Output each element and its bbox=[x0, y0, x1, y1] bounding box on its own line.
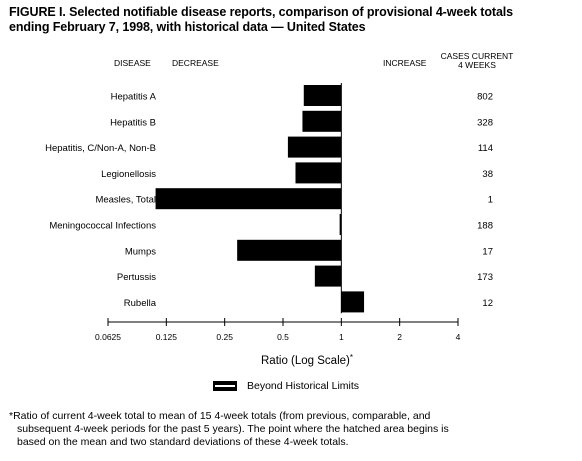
bar-0 bbox=[303, 85, 342, 106]
legend: Beyond Historical Limits bbox=[213, 379, 359, 393]
category-label-8: Rubella bbox=[124, 298, 157, 309]
x-tick-label-4: 1 bbox=[339, 332, 344, 342]
category-label-7: Pertussis bbox=[117, 272, 156, 283]
footnote-line1: *Ratio of current 4-week total to mean o… bbox=[9, 410, 431, 422]
bar-8 bbox=[341, 291, 365, 313]
x-axis-label-mark: * bbox=[350, 353, 353, 362]
footnote: *Ratio of current 4-week total to mean o… bbox=[9, 410, 579, 449]
chart-title: FIGURE I. Selected notifiable disease re… bbox=[9, 5, 577, 35]
cases-value-5: 188 bbox=[477, 221, 493, 232]
category-label-1: Hepatitis B bbox=[110, 117, 156, 128]
bar-2 bbox=[287, 136, 342, 158]
x-tick-label-5: 2 bbox=[397, 332, 402, 342]
x-tick-label-1: 0.125 bbox=[156, 332, 178, 342]
category-label-5: Meningococcal Infections bbox=[49, 221, 156, 232]
bar-1 bbox=[302, 110, 342, 132]
cases-value-4: 1 bbox=[488, 195, 493, 206]
x-tick-label-2: 0.25 bbox=[216, 332, 233, 342]
cases-value-6: 17 bbox=[482, 246, 493, 257]
legend-label: Beyond Historical Limits bbox=[247, 380, 360, 392]
bar-6 bbox=[237, 239, 342, 261]
cases-value-8: 12 bbox=[482, 298, 493, 309]
x-tick-label-3: 0.5 bbox=[277, 332, 289, 342]
bar-7 bbox=[314, 265, 342, 287]
header-cases-line1: CASES CURRENT bbox=[441, 51, 514, 61]
bar-3 bbox=[295, 162, 342, 184]
x-axis-label: Ratio (Log Scale)* bbox=[261, 353, 353, 367]
cases-value-7: 173 bbox=[477, 272, 493, 283]
category-label-4: Measles, Total bbox=[95, 195, 156, 206]
x-axis-label-text: Ratio (Log Scale) bbox=[261, 355, 350, 367]
x-tick-label-6: 4 bbox=[456, 332, 461, 342]
category-label-3: Legionellosis bbox=[101, 169, 156, 180]
category-label-0: Hepatitis A bbox=[111, 92, 157, 103]
bar-5 bbox=[339, 214, 342, 235]
category-label-6: Mumps bbox=[125, 246, 156, 257]
category-label-2: Hepatitis, C/Non-A, Non-B bbox=[45, 143, 156, 154]
header-cases-line2: 4 WEEKS bbox=[458, 60, 496, 70]
chart-title-line2: ending February 7, 1998, with historical… bbox=[9, 20, 366, 34]
header-decrease: DECREASE bbox=[172, 58, 219, 68]
cases-value-1: 328 bbox=[477, 117, 493, 128]
x-tick-label-0: 0.0625 bbox=[95, 332, 121, 342]
cases-value-2: 114 bbox=[478, 143, 493, 154]
header-disease: DISEASE bbox=[114, 58, 151, 68]
chart-title-line1: FIGURE I. Selected notifiable disease re… bbox=[9, 5, 514, 19]
cases-value-3: 38 bbox=[482, 169, 493, 180]
footnote-line2: subsequent 4-week periods for the past 5… bbox=[17, 423, 449, 435]
header-increase: INCREASE bbox=[383, 58, 427, 68]
cases-value-0: 802 bbox=[477, 92, 493, 103]
legend-swatch-beyond-limits bbox=[213, 381, 237, 391]
bar-4 bbox=[155, 188, 342, 210]
footnote-line3: based on the mean and two standard devia… bbox=[17, 436, 349, 448]
